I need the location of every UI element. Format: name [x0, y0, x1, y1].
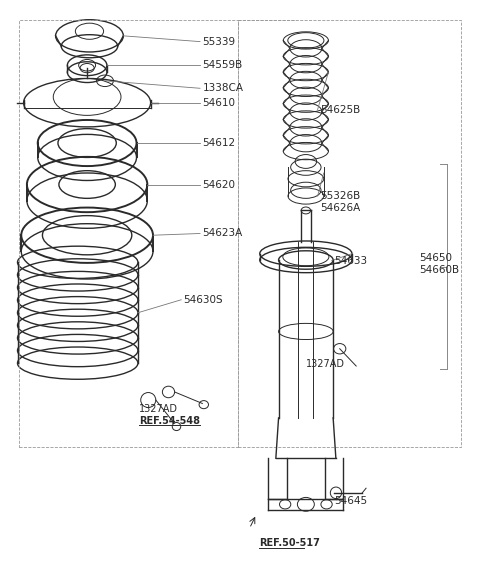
Text: 54660B: 54660B [419, 265, 459, 275]
Text: REF.54-548: REF.54-548 [139, 416, 200, 426]
Text: 54610: 54610 [203, 98, 235, 108]
Text: REF.50-517: REF.50-517 [259, 538, 320, 548]
Text: 54626A: 54626A [320, 202, 360, 213]
Text: 1327AD: 1327AD [139, 404, 178, 415]
Text: 54559B: 54559B [203, 60, 242, 70]
Text: 54633: 54633 [334, 256, 367, 266]
Text: 54612: 54612 [203, 138, 236, 148]
Text: 54620: 54620 [203, 179, 235, 189]
Text: 54630S: 54630S [183, 295, 223, 305]
Text: 54625B: 54625B [320, 105, 360, 115]
Text: 54650: 54650 [419, 253, 452, 263]
Text: 55339: 55339 [203, 36, 236, 46]
Text: 54623A: 54623A [203, 229, 242, 239]
Text: 54645: 54645 [334, 496, 367, 506]
Text: 55326B: 55326B [320, 191, 360, 201]
Text: 1327AD: 1327AD [306, 359, 345, 369]
Text: 1338CA: 1338CA [203, 83, 243, 93]
